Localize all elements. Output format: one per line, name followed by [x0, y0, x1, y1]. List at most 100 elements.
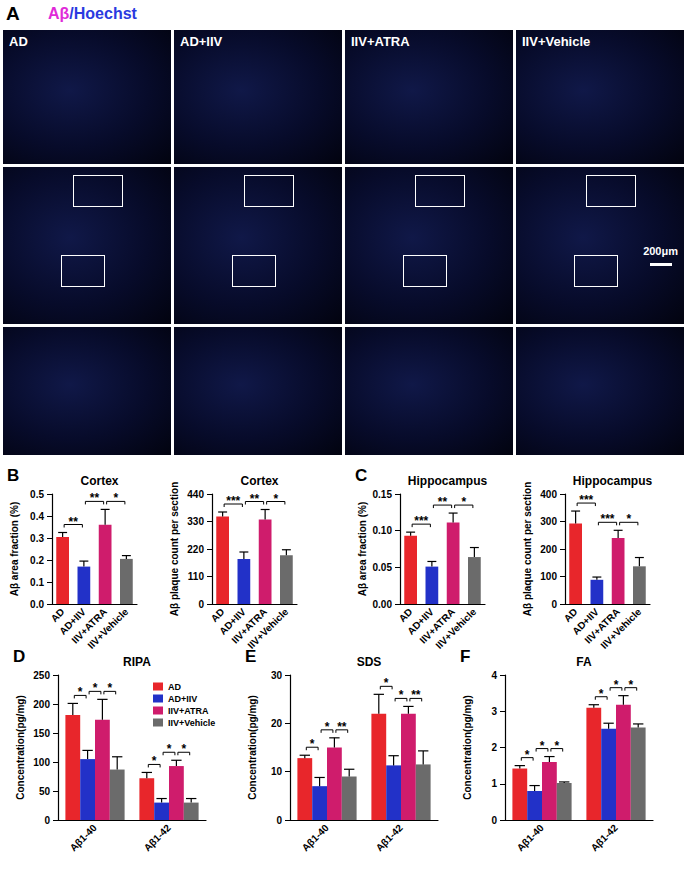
svg-text:Concentration(pg/mg): Concentration(pg/mg)	[462, 695, 473, 799]
svg-text:Aβ1-42: Aβ1-42	[142, 822, 174, 854]
svg-text:*: *	[167, 742, 172, 756]
svg-text:B: B	[7, 466, 19, 485]
svg-text:*: *	[152, 754, 157, 768]
svg-text:20: 20	[271, 718, 283, 729]
svg-text:0.2: 0.2	[30, 555, 44, 566]
svg-text:Aβ plaque count per section: Aβ plaque count per section	[169, 482, 180, 616]
svg-text:440: 440	[187, 489, 204, 500]
svg-text:RIPA: RIPA	[123, 655, 151, 669]
svg-text:E: E	[245, 647, 256, 666]
svg-text:Aβ1-40: Aβ1-40	[68, 822, 100, 854]
svg-text:IIV+Vehicle: IIV+Vehicle	[168, 718, 215, 728]
svg-text:IIV+ATRA: IIV+ATRA	[229, 606, 269, 646]
svg-text:30: 30	[271, 670, 283, 681]
svg-text:150: 150	[33, 728, 50, 739]
svg-text:Aβ area fraction (%): Aβ area fraction (%)	[357, 502, 368, 596]
svg-text:IIV+ATRA: IIV+ATRA	[69, 606, 109, 646]
svg-text:*: *	[181, 742, 186, 756]
svg-text:0.5: 0.5	[30, 489, 44, 500]
svg-text:*: *	[626, 512, 631, 526]
svg-text:*: *	[107, 681, 112, 695]
svg-text:F: F	[460, 647, 470, 666]
svg-text:*: *	[525, 748, 530, 762]
svg-text:300: 300	[540, 516, 557, 527]
svg-text:0: 0	[44, 815, 50, 826]
svg-text:**: **	[250, 492, 260, 506]
svg-text:1: 1	[491, 778, 497, 789]
svg-text:0: 0	[491, 815, 497, 826]
svg-text:Aβ1-40: Aβ1-40	[515, 822, 547, 854]
svg-text:**: **	[90, 491, 100, 505]
svg-text:AD+IIV: AD+IIV	[168, 694, 197, 704]
svg-text:100: 100	[540, 571, 557, 582]
svg-text:220: 220	[187, 544, 204, 555]
svg-text:0.15: 0.15	[373, 489, 393, 500]
svg-text:4: 4	[491, 670, 497, 681]
svg-text:**: **	[438, 495, 448, 509]
svg-text:*: *	[113, 491, 118, 505]
svg-text:IIV+ATRA: IIV+ATRA	[168, 706, 209, 716]
svg-text:Aβ1-42: Aβ1-42	[374, 822, 406, 854]
svg-text:400: 400	[540, 489, 557, 500]
svg-text:0.1: 0.1	[30, 577, 44, 588]
svg-text:***: ***	[414, 514, 428, 528]
svg-text:Aβ area fraction (%): Aβ area fraction (%)	[9, 502, 20, 596]
svg-text:Hippocampus: Hippocampus	[408, 474, 488, 488]
svg-text:100: 100	[33, 757, 50, 768]
svg-text:IIV+Vehicle: IIV+Vehicle	[598, 606, 643, 651]
svg-text:C: C	[355, 466, 367, 485]
svg-text:50: 50	[39, 786, 51, 797]
svg-text:**: **	[411, 688, 421, 702]
svg-text:110: 110	[188, 571, 205, 582]
svg-text:*: *	[540, 739, 545, 753]
svg-text:Cortex: Cortex	[240, 474, 278, 488]
svg-text:D: D	[13, 647, 25, 666]
svg-text:***: ***	[600, 512, 614, 526]
svg-text:0.3: 0.3	[30, 533, 44, 544]
svg-text:*: *	[399, 688, 404, 702]
svg-text:0: 0	[276, 815, 282, 826]
svg-text:FA: FA	[576, 655, 592, 669]
svg-text:AD: AD	[168, 682, 181, 692]
svg-text:IIV+Vehicle: IIV+Vehicle	[433, 606, 478, 651]
svg-text:Aβ1-40: Aβ1-40	[300, 822, 332, 854]
svg-text:10: 10	[271, 766, 283, 777]
svg-text:*: *	[599, 687, 604, 701]
svg-text:IIV+Vehicle: IIV+Vehicle	[85, 606, 130, 651]
svg-text:0: 0	[551, 599, 557, 610]
svg-text:*: *	[78, 685, 83, 699]
svg-text:***: ***	[226, 494, 240, 508]
svg-text:2: 2	[491, 742, 497, 753]
svg-text:*: *	[554, 739, 559, 753]
svg-text:0.0: 0.0	[30, 599, 44, 610]
svg-text:*: *	[384, 676, 389, 690]
svg-text:0.10: 0.10	[373, 525, 393, 536]
svg-text:*: *	[628, 678, 633, 692]
svg-text:**: **	[69, 515, 79, 529]
svg-text:0: 0	[198, 599, 204, 610]
svg-text:IIV+Vehicle: IIV+Vehicle	[245, 606, 290, 651]
svg-text:*: *	[461, 495, 466, 509]
svg-text:0.4: 0.4	[30, 511, 44, 522]
svg-text:*: *	[310, 737, 315, 751]
svg-text:*: *	[614, 678, 619, 692]
svg-text:*: *	[273, 492, 278, 506]
svg-text:0.00: 0.00	[373, 599, 393, 610]
svg-text:Concentration(pg/mg): Concentration(pg/mg)	[247, 695, 258, 799]
svg-text:**: **	[337, 720, 347, 734]
svg-text:*: *	[93, 681, 98, 695]
svg-text:Cortex: Cortex	[80, 474, 118, 488]
svg-text:SDS: SDS	[357, 655, 382, 669]
svg-text:*: *	[325, 720, 330, 734]
svg-text:200: 200	[540, 544, 557, 555]
svg-text:330: 330	[187, 516, 204, 527]
svg-text:Aβ plaque count per section: Aβ plaque count per section	[522, 482, 533, 616]
svg-text:***: ***	[579, 493, 593, 507]
svg-text:Hippocampus: Hippocampus	[573, 474, 653, 488]
svg-text:Concentration(pg/mg): Concentration(pg/mg)	[15, 695, 26, 799]
svg-text:0.05: 0.05	[373, 562, 393, 573]
svg-text:3: 3	[491, 706, 497, 717]
svg-text:250: 250	[33, 670, 50, 681]
svg-text:Aβ1-42: Aβ1-42	[589, 822, 621, 854]
svg-text:200: 200	[33, 699, 50, 710]
